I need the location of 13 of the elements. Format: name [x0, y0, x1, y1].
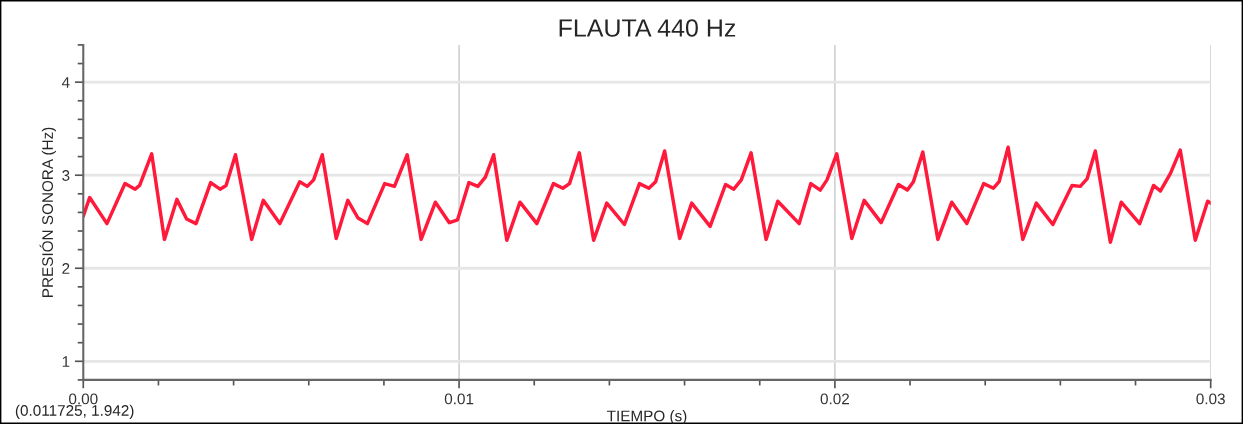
- y-tick-label: 4: [61, 77, 70, 88]
- line-series: [83, 145, 1211, 244]
- text: (0.011725, 1.942): [15, 404, 134, 419]
- y-tick-label: 2: [62, 263, 70, 274]
- x-tick-label: 0.01: [444, 393, 474, 405]
- y-tick-label: 1: [62, 356, 70, 367]
- y-axis-title: PRESIÓN SONORA (Hz): [39, 127, 57, 297]
- x-tick-label: 0.03: [1196, 393, 1225, 405]
- x-tick-label: 0.02: [820, 393, 849, 405]
- x-axis-title: TIEMPO (s): [607, 410, 687, 424]
- y-tick-label: 3: [62, 170, 70, 181]
- chart-title: FLAUTA 440 Hz: [559, 19, 736, 37]
- x-tick-label: 0.00: [69, 393, 98, 405]
